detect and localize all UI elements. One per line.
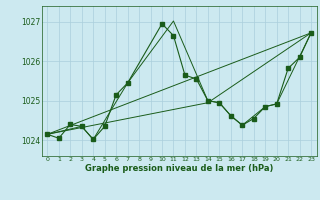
X-axis label: Graphe pression niveau de la mer (hPa): Graphe pression niveau de la mer (hPa): [85, 164, 273, 173]
